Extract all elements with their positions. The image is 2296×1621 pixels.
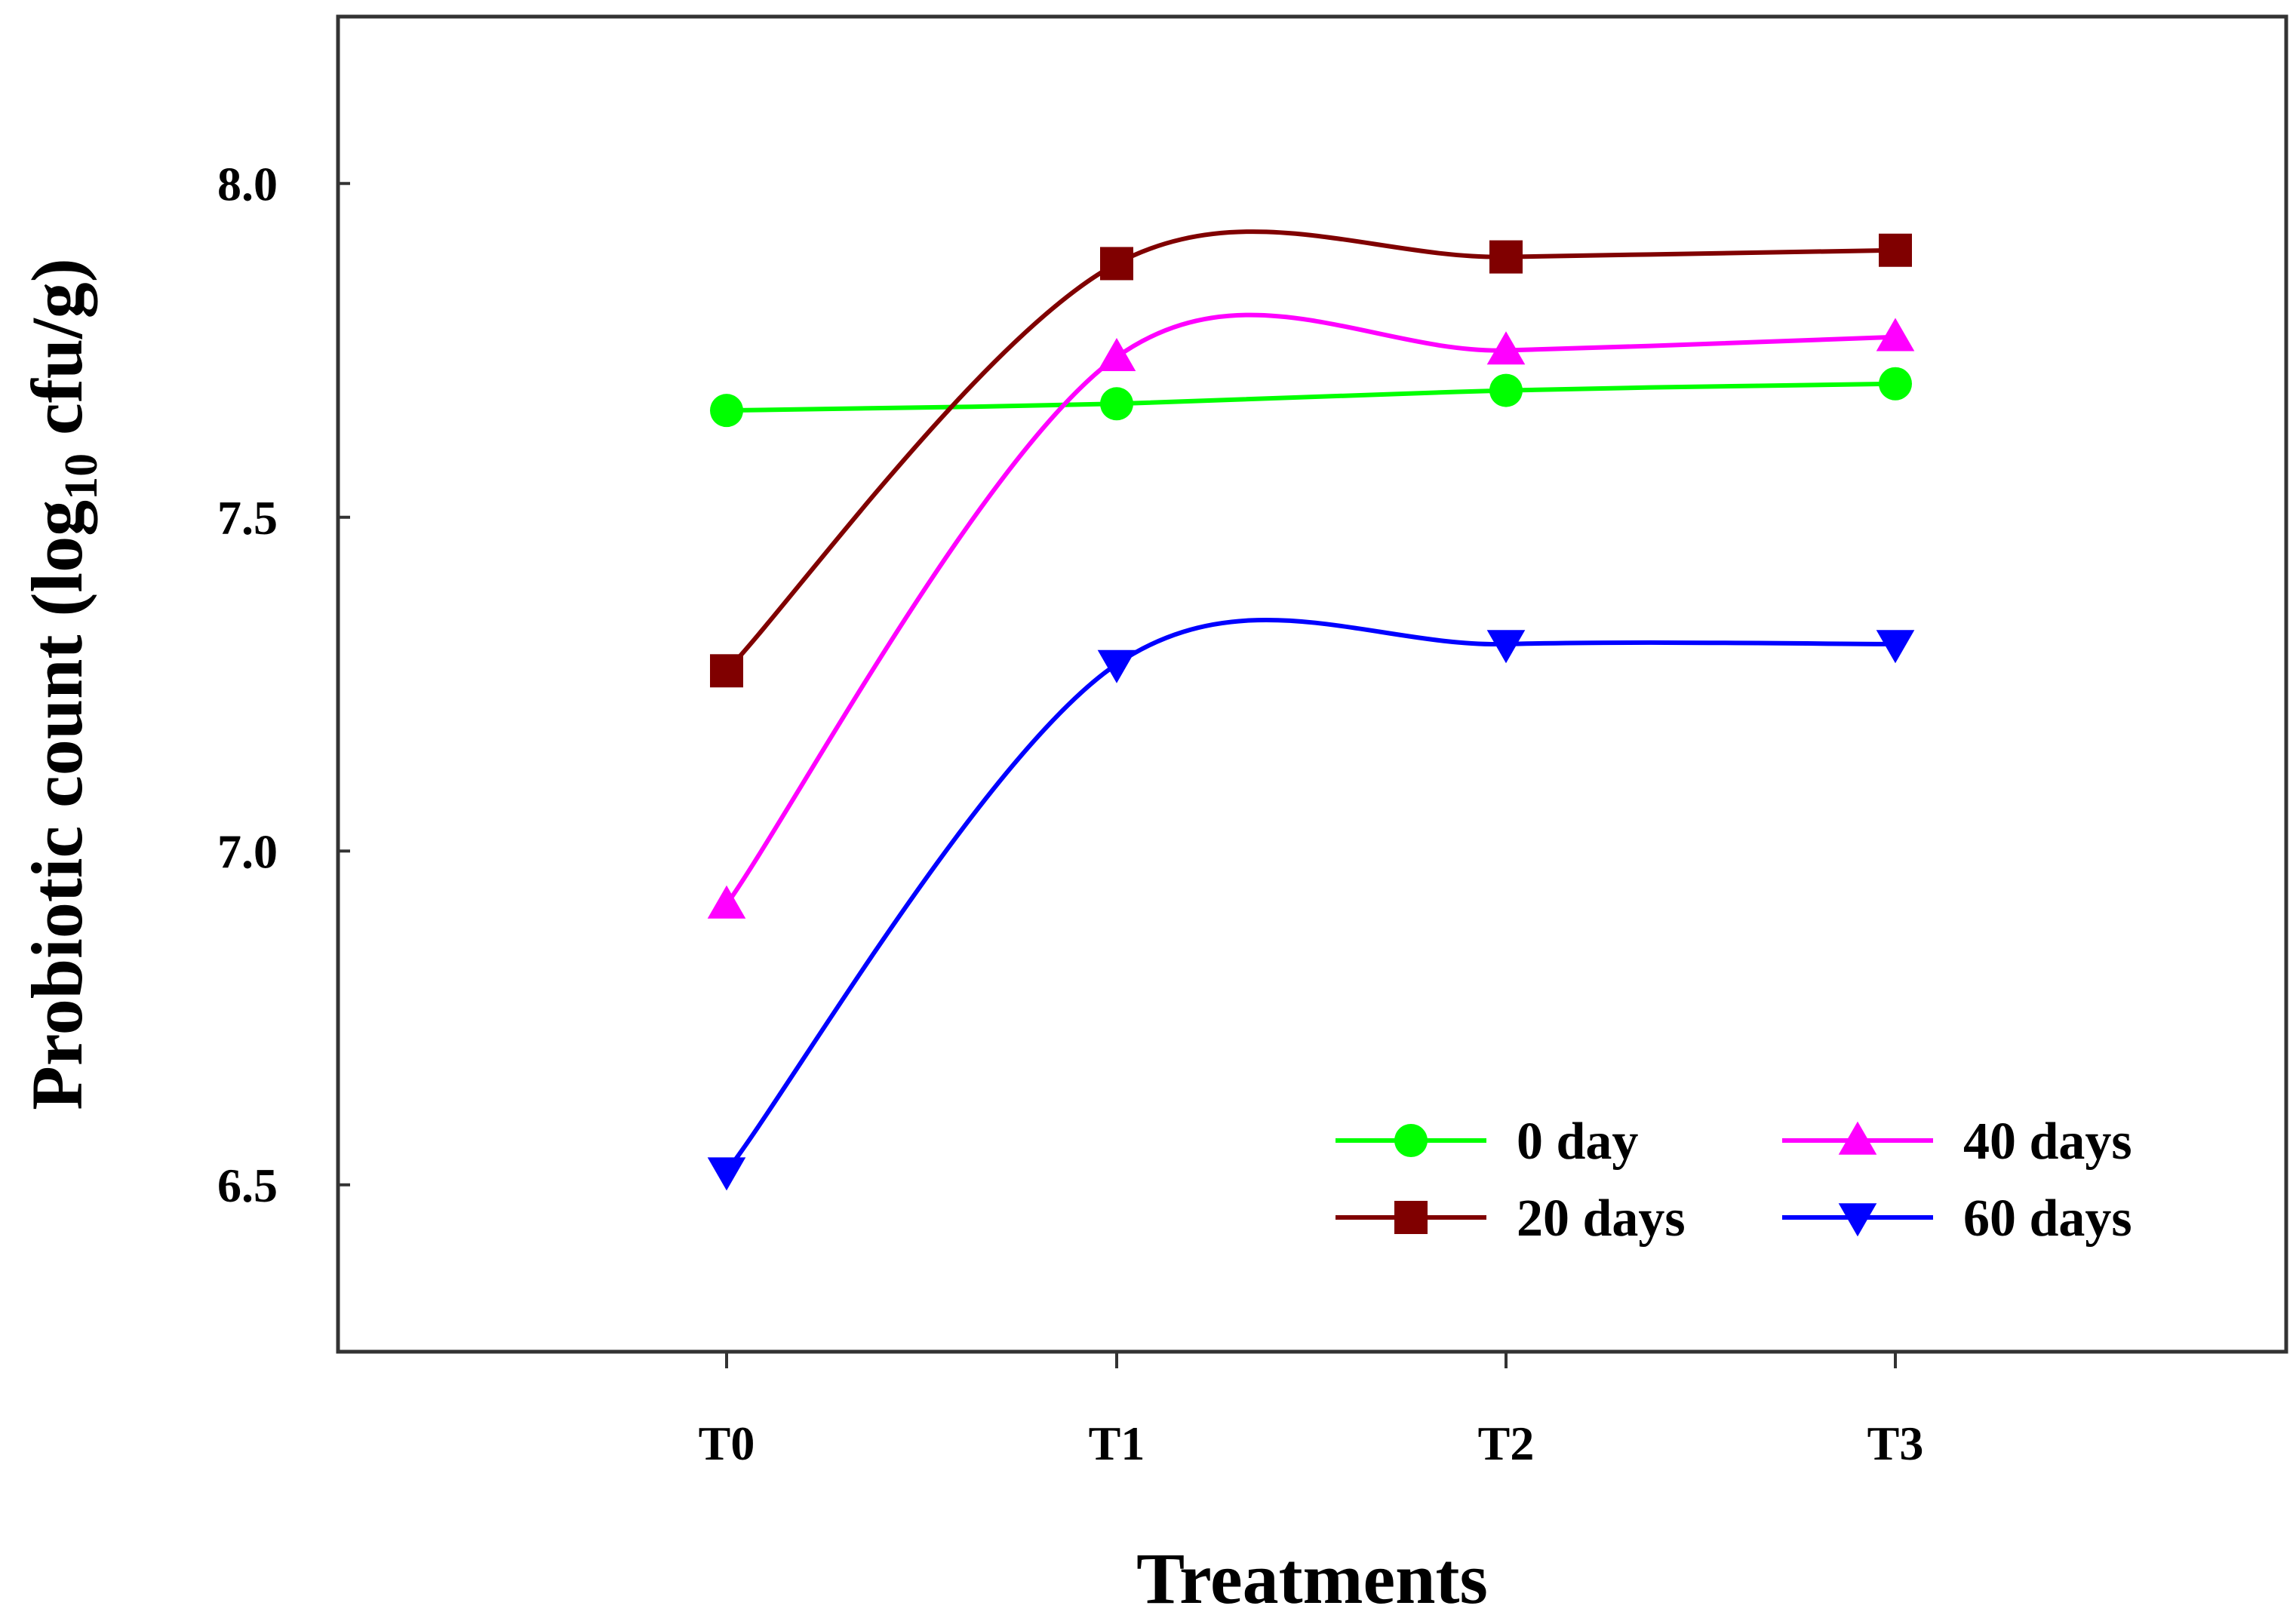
- y-axis-ticks: 6.5 7.0 7.5 8.0: [217, 157, 350, 1212]
- legend-marker-circle: [1394, 1124, 1428, 1157]
- plot-frame: [336, 14, 2288, 1354]
- data-point-square: [1100, 247, 1133, 281]
- series-line-3: [724, 618, 1896, 1173]
- data-point-triangle-down: [707, 1157, 746, 1191]
- series-line-0: [726, 381, 1896, 413]
- data-point-circle: [1100, 387, 1133, 421]
- data-point-triangle-up: [1876, 318, 1915, 352]
- legend-marker-triangle-down: [1838, 1203, 1877, 1237]
- legend-marker-triangle-up: [1838, 1121, 1877, 1155]
- x-tick-label: T2: [1478, 1417, 1535, 1470]
- x-axis-title: Treatments: [1136, 1538, 1488, 1619]
- y-axis-title-tail: cfu/g): [17, 258, 97, 453]
- data-point-triangle-up: [707, 885, 746, 919]
- data-point-triangle-down: [1876, 630, 1915, 664]
- legend-label: 60 days: [1963, 1190, 2132, 1248]
- legend-label: 0 day: [1517, 1113, 1638, 1171]
- y-tick-label: 6.5: [217, 1159, 278, 1212]
- legend-label: 20 days: [1517, 1190, 1686, 1248]
- data-point-triangle-up: [1097, 338, 1136, 372]
- legend-label: 40 days: [1963, 1113, 2132, 1171]
- data-point-triangle-down: [1486, 630, 1526, 664]
- x-tick-label: T1: [1089, 1417, 1145, 1470]
- data-point-triangle-up: [1486, 331, 1526, 365]
- data-point-circle: [1489, 373, 1523, 407]
- data-point-square: [1879, 233, 1912, 267]
- x-tick-label: T0: [699, 1417, 755, 1470]
- y-axis-title: Probiotic count (log10 cfu/g): [17, 258, 107, 1110]
- y-axis-title-subscript: 10: [56, 453, 107, 500]
- x-axis-ticks: T0 T1 T2 T3: [699, 1352, 1924, 1470]
- legend: 0 day 20 days 40 days 60 days: [1335, 1113, 2132, 1248]
- y-tick-label: 7.0: [217, 824, 278, 878]
- series-lines: [724, 229, 1896, 1173]
- x-tick-label: T3: [1867, 1417, 1924, 1470]
- y-axis-title-main: Probiotic count (log: [17, 500, 97, 1110]
- data-point-square: [1489, 240, 1523, 274]
- y-tick-label: 7.5: [217, 491, 278, 545]
- data-point-circle: [1879, 367, 1912, 401]
- y-tick-label: 8.0: [217, 157, 278, 210]
- data-point-circle: [710, 394, 743, 428]
- series-line-2: [724, 312, 1896, 906]
- data-point-triangle-down: [1097, 649, 1136, 683]
- legend-marker-square: [1394, 1201, 1428, 1234]
- data-point-square: [710, 654, 743, 688]
- series-markers: [707, 233, 1915, 1191]
- series-line-1: [724, 229, 1896, 673]
